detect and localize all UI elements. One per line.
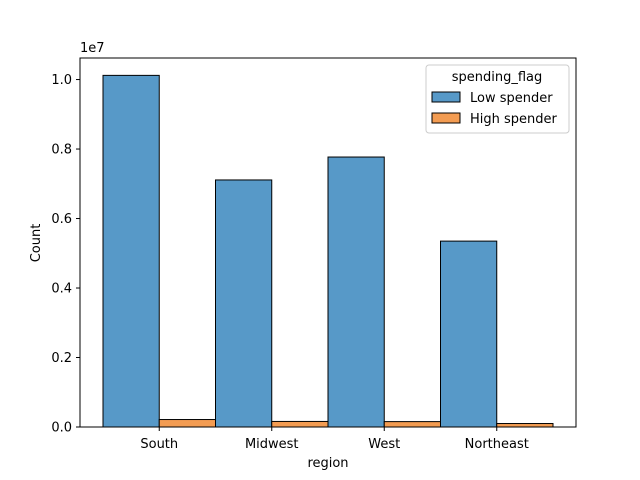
x-tick-label: South — [140, 437, 178, 452]
legend-title: spending_flag — [452, 70, 543, 85]
bar-low-spender-south — [102, 74, 160, 428]
x-tick-label: Northeast — [465, 437, 529, 452]
bar-high-spender-northeast — [496, 423, 554, 428]
bar-low-spender-midwest — [215, 179, 273, 428]
bar-high-spender-south — [158, 419, 216, 428]
x-tick-label: Midwest — [245, 437, 299, 452]
y-offset-label: 1e7 — [80, 41, 105, 56]
legend-box — [425, 64, 570, 134]
y-tick-label: 0.6 — [51, 212, 72, 227]
y-tick-label: 0.2 — [51, 351, 72, 366]
legend-swatch — [431, 112, 461, 124]
plot-frame — [79, 57, 577, 428]
bar-high-spender-midwest — [271, 420, 329, 428]
bar-low-spender-northeast — [440, 240, 498, 428]
y-tick-label: 1.0 — [51, 73, 72, 88]
legend-swatch — [431, 91, 461, 103]
y-axis: 0.0 0.2 0.4 0.6 0.8 1.0 — [51, 73, 80, 436]
y-tick-label: 0.8 — [51, 143, 72, 158]
x-tick-label: West — [368, 437, 400, 452]
x-axis: South Midwest West Northeast — [140, 427, 529, 452]
legend-label: High spender — [470, 112, 558, 127]
legend: spending_flag Low spender High spender — [425, 64, 570, 134]
y-tick-label: 0.4 — [51, 282, 72, 297]
bar-low-spender-west — [327, 156, 385, 428]
bars-layer — [102, 74, 554, 428]
y-axis-label: Count — [29, 224, 44, 263]
legend-label: Low spender — [470, 91, 553, 106]
y-tick-label: 0.0 — [51, 421, 72, 436]
x-axis-label: region — [307, 456, 348, 471]
bar-high-spender-west — [383, 421, 441, 428]
